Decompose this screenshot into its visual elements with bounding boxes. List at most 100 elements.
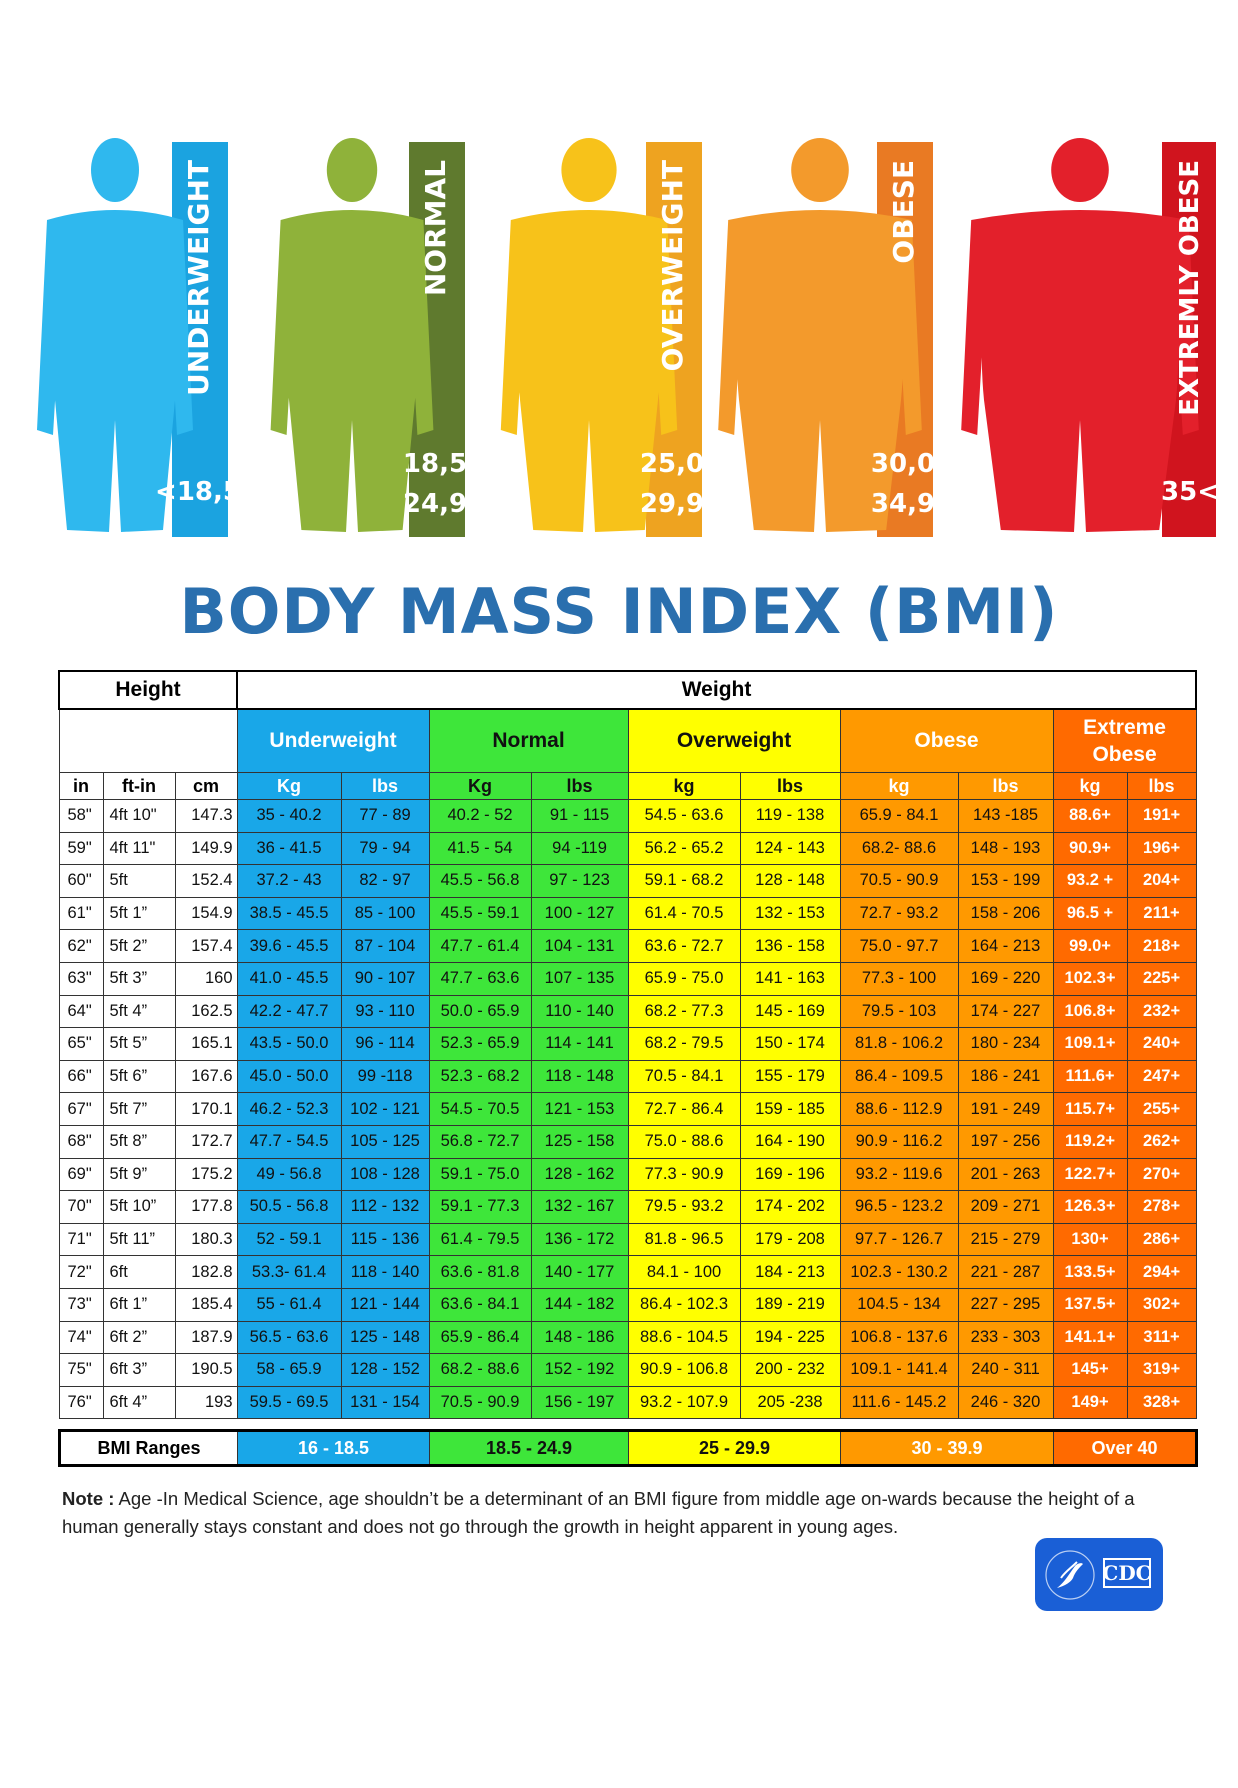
table-row: 61" 5ft 1” 154.9 38.5 - 45.5 85 - 100 45.5 - … [58, 896, 1197, 931]
height-in-cell: 76" [58, 1385, 104, 1420]
table-row: 72" 6ft 182.8 53.3- 61.4 118 - 140 63.6 - 81.… [58, 1255, 1197, 1289]
weight-kg-cell: 52.3 - 65.9 [428, 1027, 532, 1061]
weight-kg-cell: 111.6+ [1052, 1059, 1128, 1094]
weight-kg-cell: 63.6 - 72.7 [627, 929, 741, 963]
weight-kg-cell: 43.5 - 50.0 [236, 1027, 342, 1061]
weight-kg-cell: 79.5 - 93.2 [627, 1190, 741, 1224]
weight-lbs-cell: 108 - 128 [340, 1157, 430, 1192]
weight-lbs-cell: 169 - 220 [957, 961, 1054, 996]
weight-lbs-cell: 148 - 186 [530, 1320, 629, 1355]
height-ftin-cell: 6ft [102, 1255, 176, 1289]
weight-unit-header: Kg [236, 772, 342, 800]
figure-range-top: <18,5 [155, 477, 241, 507]
height-ftin-cell: 5ft [102, 864, 176, 898]
weight-lbs-cell: 128 - 162 [530, 1157, 629, 1192]
weight-kg-cell: 41.0 - 45.5 [236, 961, 342, 996]
table-row: 63" 5ft 3” 160 41.0 - 45.5 90 - 107 47.7 - 63… [58, 961, 1197, 996]
weight-kg-cell: 90.9 - 116.2 [839, 1124, 959, 1159]
figure-head [791, 138, 849, 202]
weight-lbs-cell: 201 - 263 [957, 1157, 1054, 1192]
height-cm-cell: 177.8 [174, 1190, 238, 1224]
category-header-normal: Normal [428, 708, 629, 773]
figure-extremly-obese: EXTREMLY OBESE 35< [961, 138, 1219, 537]
weight-unit-header: kg [627, 772, 741, 800]
weight-lbs-cell: 294+ [1126, 1255, 1197, 1289]
height-ftin-cell: 6ft 2” [102, 1320, 176, 1355]
weight-kg-cell: 88.6 - 104.5 [627, 1320, 741, 1355]
height-cm-cell: 162.5 [174, 994, 238, 1029]
weight-kg-cell: 65.9 - 86.4 [428, 1320, 532, 1355]
weight-lbs-cell: 196+ [1126, 831, 1197, 866]
weight-lbs-cell: 97 - 123 [530, 864, 629, 898]
weight-lbs-cell: 115 - 136 [340, 1222, 430, 1257]
height-unit-header: in [58, 772, 104, 800]
weight-header: Weight [236, 670, 1198, 710]
table-row: 73" 6ft 1” 185.4 55 - 61.4 121 - 144 63.6 - 8… [58, 1287, 1197, 1322]
height-in-cell: 60" [58, 864, 104, 898]
table-row: 67" 5ft 7” 170.1 46.2 - 52.3 102 - 121 54.5 -… [58, 1092, 1197, 1126]
weight-kg-cell: 72.7 - 93.2 [839, 896, 959, 931]
weight-lbs-cell: 247+ [1126, 1059, 1197, 1094]
table-row: 60" 5ft 152.4 37.2 - 43 82 - 97 45.5 - 56.8 97… [58, 864, 1197, 898]
weight-kg-cell: 68.2 - 88.6 [428, 1353, 532, 1387]
weight-kg-cell: 50.5 - 56.8 [236, 1190, 342, 1224]
height-in-cell: 65" [58, 1027, 104, 1061]
weight-lbs-cell: 79 - 94 [340, 831, 430, 866]
weight-kg-cell: 47.7 - 61.4 [428, 929, 532, 963]
weight-kg-cell: 65.9 - 75.0 [627, 961, 741, 996]
height-unit-header: cm [174, 772, 238, 800]
table-row: 75" 6ft 3” 190.5 58 - 65.9 128 - 152 68.2 - 8… [58, 1353, 1197, 1387]
weight-kg-cell: 77.3 - 90.9 [627, 1157, 741, 1192]
height-in-cell: 69" [58, 1157, 104, 1192]
height-ftin-cell: 5ft 9” [102, 1157, 176, 1192]
weight-kg-cell: 70.5 - 84.1 [627, 1059, 741, 1094]
weight-lbs-cell: 255+ [1126, 1092, 1197, 1126]
figure-range-top: 18,5 [403, 449, 467, 479]
bmi-ranges-row: BMI Ranges 16 - 18.5 18.5 - 24.9 25 - 29.9… [59, 1430, 1197, 1466]
weight-lbs-cell: 278+ [1126, 1190, 1197, 1224]
height-in-cell: 72" [58, 1255, 104, 1289]
height-in-cell: 67" [58, 1092, 104, 1126]
weight-kg-cell: 149+ [1052, 1385, 1128, 1420]
weight-lbs-cell: 240 - 311 [957, 1353, 1054, 1387]
weight-kg-cell: 56.2 - 65.2 [627, 831, 741, 866]
weight-lbs-cell: 221 - 287 [957, 1255, 1054, 1289]
weight-kg-cell: 130+ [1052, 1222, 1128, 1257]
height-ftin-cell: 6ft 1” [102, 1287, 176, 1322]
height-in-cell: 73" [58, 1287, 104, 1322]
height-ftin-cell: 6ft 3” [102, 1353, 176, 1387]
weight-kg-cell: 75.0 - 97.7 [839, 929, 959, 963]
height-in-cell: 61" [58, 896, 104, 931]
weight-kg-cell: 49 - 56.8 [236, 1157, 342, 1192]
weight-kg-cell: 46.2 - 52.3 [236, 1092, 342, 1126]
height-unit-header: ft-in [102, 772, 176, 800]
figure-head [91, 138, 139, 202]
weight-lbs-cell: 158 - 206 [957, 896, 1054, 931]
table-row: 65" 5ft 5” 165.1 43.5 - 50.0 96 - 114 52.3 - … [58, 1027, 1197, 1061]
weight-kg-cell: 72.7 - 86.4 [627, 1092, 741, 1126]
weight-lbs-cell: 125 - 148 [340, 1320, 430, 1355]
weight-kg-cell: 68.2- 88.6 [839, 831, 959, 866]
weight-lbs-cell: 200 - 232 [739, 1353, 841, 1387]
weight-lbs-cell: 311+ [1126, 1320, 1197, 1355]
weight-kg-cell: 106.8+ [1052, 994, 1128, 1029]
weight-lbs-cell: 262+ [1126, 1124, 1197, 1159]
weight-lbs-cell: 100 - 127 [530, 896, 629, 931]
figure-label: EXTREMLY OBESE [1175, 160, 1205, 416]
weight-kg-cell: 45.5 - 59.1 [428, 896, 532, 931]
weight-lbs-cell: 87 - 104 [340, 929, 430, 963]
weight-kg-cell: 53.3- 61.4 [236, 1255, 342, 1289]
weight-kg-cell: 70.5 - 90.9 [839, 864, 959, 898]
page-title: BODY MASS INDEX (BMI) [179, 575, 1059, 648]
height-in-cell: 74" [58, 1320, 104, 1355]
weight-lbs-cell: 156 - 197 [530, 1385, 629, 1420]
weight-lbs-cell: 125 - 158 [530, 1124, 629, 1159]
weight-lbs-cell: 286+ [1126, 1222, 1197, 1257]
weight-kg-cell: 59.1 - 68.2 [627, 864, 741, 898]
weight-lbs-cell: 96 - 114 [340, 1027, 430, 1061]
weight-kg-cell: 59.5 - 69.5 [236, 1385, 342, 1420]
bmi-range-value: 25 - 29.9 [628, 1430, 841, 1466]
weight-kg-cell: 88.6 - 112.9 [839, 1092, 959, 1126]
unit-header-row: in ft-in cm Kg lbs Kg lbs kg lbs kg lbs kg lbs [58, 772, 1197, 800]
height-cm-cell: 160 [174, 961, 238, 996]
